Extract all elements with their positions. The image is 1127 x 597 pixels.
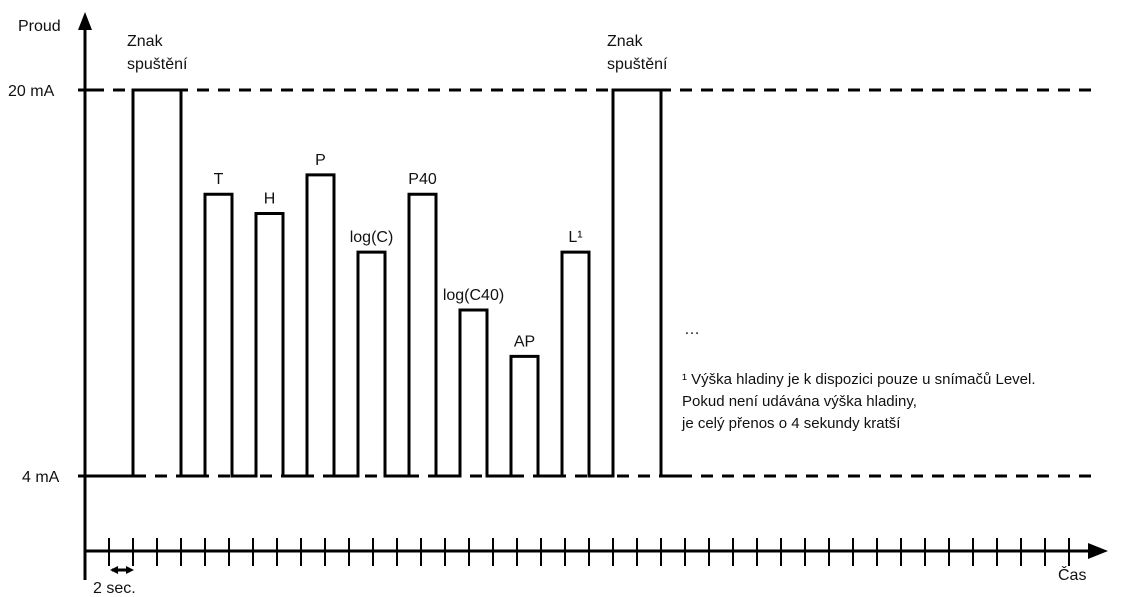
ellipsis: …: [684, 321, 700, 338]
y-axis-arrow-icon: [78, 12, 92, 30]
level-low-label: 4 mA: [22, 469, 60, 486]
time-step-label: 2 sec.: [93, 580, 136, 597]
pulse-label: log(C40): [443, 287, 504, 304]
time-step-arrow-right-icon: [126, 566, 134, 574]
pulse-label: L¹: [568, 229, 582, 246]
pulse-label: Znak: [607, 33, 644, 50]
pulse-label: P40: [408, 171, 437, 188]
pulse-label: Znak: [127, 33, 164, 50]
pulse-label: log(C): [350, 229, 394, 246]
pulse-label: spuštění: [127, 56, 188, 73]
pulse-label: H: [264, 191, 276, 208]
signal-waveform: [85, 88, 685, 478]
time-ticks: [108, 538, 1070, 566]
pulse-label: AP: [514, 333, 535, 350]
footnote-line-3: je celý přenos o 4 sekundy kratší: [681, 415, 901, 432]
footnote-line-1: ¹ Výška hladiny je k dispozici pouze u s…: [682, 371, 1036, 388]
pulse-label: spuštění: [607, 56, 668, 73]
y-axis-label: Proud: [18, 18, 61, 35]
time-step-arrow-left-icon: [110, 566, 118, 574]
pulse-label: P: [315, 152, 326, 169]
footnote-line-2: Pokud není udávána výška hladiny,: [682, 393, 917, 410]
x-axis-arrow-icon: [1088, 543, 1108, 559]
x-axis-label: Čas: [1058, 565, 1086, 584]
pulse-label: T: [214, 171, 224, 188]
level-high-label: 20 mA: [8, 83, 55, 100]
